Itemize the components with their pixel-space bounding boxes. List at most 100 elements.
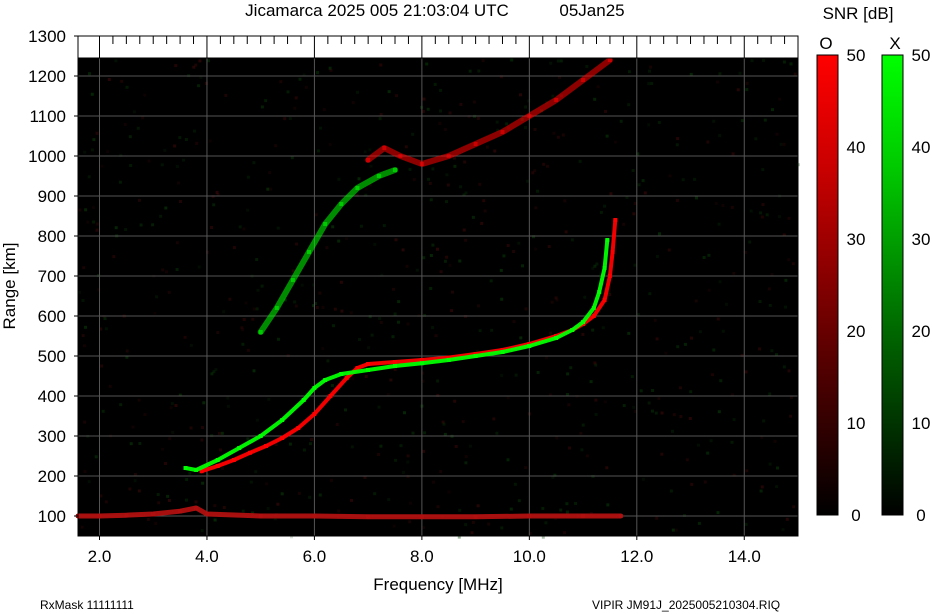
x-tick-label: 14.0 (728, 547, 761, 566)
noise-pixel (260, 284, 264, 288)
data-point (274, 306, 279, 310)
noise-pixel (690, 336, 693, 340)
noise-pixel (467, 115, 471, 119)
data-point (194, 468, 199, 472)
noise-pixel (792, 505, 796, 509)
noise-pixel (288, 442, 292, 446)
noise-pixel (78, 208, 82, 212)
noise-pixel (318, 493, 322, 497)
noise-pixel (702, 256, 706, 259)
noise-pixel (731, 152, 735, 156)
noise-pixel (369, 164, 373, 168)
noise-pixel (339, 280, 343, 284)
colorbar-o (816, 54, 839, 516)
noise-pixel (188, 471, 192, 475)
data-point (419, 361, 424, 366)
noise-pixel (219, 448, 222, 452)
noise-pixel (80, 525, 84, 529)
x-tick-label: 2.0 (88, 547, 112, 566)
data-point (258, 514, 263, 518)
noise-pixel (791, 262, 795, 266)
noise-pixel (406, 322, 410, 326)
noise-pixel (401, 470, 405, 474)
noise-pixel (678, 386, 682, 390)
data-point (312, 514, 317, 518)
noise-pixel (545, 356, 548, 360)
noise-pixel (406, 460, 410, 464)
noise-pixel (782, 365, 786, 369)
noise-pixel (448, 111, 452, 115)
noise-pixel (422, 256, 426, 260)
noise-pixel (524, 307, 528, 311)
noise-pixel (265, 482, 268, 486)
data-point (473, 354, 478, 358)
data-point (613, 218, 618, 222)
noise-pixel (470, 531, 474, 535)
x-tick-label: 10.0 (513, 547, 546, 566)
noise-pixel (173, 144, 177, 148)
data-point (301, 398, 306, 402)
noise-pixel (81, 299, 85, 302)
noise-pixel (179, 200, 182, 203)
noise-pixel (195, 141, 199, 145)
noise-pixel (208, 139, 212, 143)
noise-pixel (220, 431, 224, 435)
noise-pixel (559, 59, 563, 63)
noise-pixel (133, 473, 137, 476)
noise-pixel (464, 455, 468, 459)
noise-pixel (92, 220, 96, 224)
noise-pixel (395, 94, 398, 98)
data-point (500, 130, 505, 134)
noise-pixel (630, 375, 634, 379)
data-point (323, 222, 328, 226)
noise-pixel (445, 173, 449, 177)
noise-pixel (439, 470, 443, 474)
noise-pixel (146, 518, 150, 521)
noise-pixel (300, 283, 304, 287)
noise-pixel (386, 393, 390, 396)
data-point (527, 344, 532, 348)
noise-pixel (197, 265, 201, 269)
noise-pixel (653, 318, 657, 322)
noise-pixel (436, 393, 440, 397)
data-point (237, 446, 242, 450)
noise-pixel (709, 439, 713, 443)
noise-pixel (83, 150, 87, 154)
noise-pixel (160, 163, 164, 167)
noise-pixel (99, 494, 103, 498)
noise-pixel (604, 109, 607, 113)
noise-pixel (654, 411, 658, 415)
noise-pixel (534, 206, 538, 210)
noise-pixel (606, 503, 610, 507)
noise-pixel (273, 517, 277, 521)
noise-pixel (104, 327, 108, 331)
noise-pixel (767, 287, 771, 291)
noise-pixel (136, 126, 140, 130)
noise-pixel (763, 118, 767, 122)
noise-pixel (330, 384, 334, 387)
noise-pixel (482, 199, 486, 203)
noise-pixel (138, 198, 141, 202)
y-tick-label: 1300 (28, 27, 66, 46)
noise-pixel (651, 389, 655, 392)
noise-pixel (329, 68, 333, 72)
noise-pixel (200, 529, 204, 533)
noise-pixel (202, 401, 206, 405)
noise-pixel (408, 167, 412, 171)
noise-pixel (163, 148, 167, 152)
noise-pixel (428, 181, 432, 185)
noise-pixel (499, 268, 503, 272)
noise-pixel (524, 466, 528, 470)
data-point (570, 328, 575, 332)
noise-pixel (703, 480, 707, 484)
noise-pixel (431, 167, 435, 171)
noise-pixel (613, 140, 617, 144)
noise-pixel (291, 269, 295, 273)
noise-pixel (214, 368, 218, 372)
noise-pixel (608, 293, 612, 297)
noise-pixel (224, 93, 228, 97)
noise-pixel (461, 420, 465, 424)
noise-pixel (286, 90, 290, 94)
data-point (178, 509, 183, 514)
noise-pixel (333, 307, 337, 311)
